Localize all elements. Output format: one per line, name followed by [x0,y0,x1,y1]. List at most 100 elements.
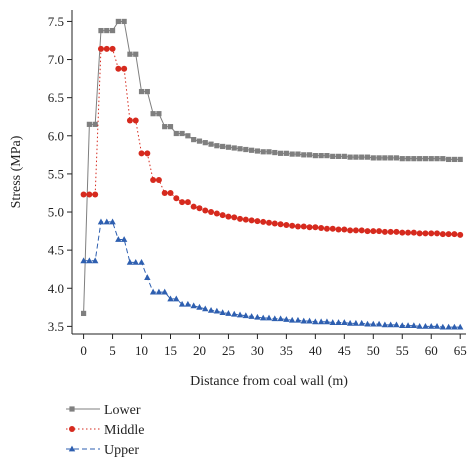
data-point-upper [115,236,122,242]
data-point-upper [149,288,157,295]
data-point-upper [410,322,418,329]
data-point-middle [132,117,139,124]
x-tick-label: 0 [80,343,87,358]
data-point-middle [381,228,388,235]
data-point-lower [202,140,208,146]
data-point-lower [376,155,382,161]
x-axis-label: Distance from coal wall (m) [190,374,348,389]
x-tick-label: 60 [425,343,438,358]
data-point-lower [411,156,417,162]
data-point-middle [219,212,226,219]
data-point-upper [86,257,93,264]
data-point-lower [324,153,330,159]
series-middle [80,45,464,238]
data-point-middle [451,231,458,238]
data-point-middle [196,205,203,212]
data-point-upper [422,322,429,329]
data-point-upper [288,316,296,323]
data-point-lower [138,88,145,95]
legend-item-lower: Lower [66,403,141,418]
data-point-middle [225,213,232,220]
data-point-upper [323,318,331,325]
data-point-upper [254,313,261,320]
data-point-lower [301,152,307,158]
data-point-lower [295,151,301,157]
data-point-lower [312,153,318,159]
series-line-lower [83,20,461,314]
data-point-upper [126,258,134,265]
data-point-lower [115,18,121,25]
data-point-lower [422,156,429,162]
series-lower [80,18,463,317]
y-tick-label: 3.5 [48,319,64,334]
data-point-upper [387,321,394,328]
series-upper [80,218,464,330]
data-point-lower [399,156,405,162]
legend-marker-upper [68,445,76,452]
data-point-middle [323,225,330,232]
data-point-middle [364,228,371,235]
data-point-middle [80,191,87,198]
data-point-upper [178,300,186,307]
data-point-upper [294,316,302,323]
data-point-middle [428,230,435,237]
legend-marker-lower [69,406,75,412]
data-point-lower [306,152,313,158]
data-point-middle [138,150,145,157]
data-point-upper [283,316,290,322]
data-point-middle [242,216,249,223]
data-point-lower [243,146,249,153]
data-point-middle [335,226,342,233]
x-tick-label: 45 [338,343,351,358]
data-point-middle [97,45,104,52]
data-point-lower [382,155,388,161]
data-point-middle [208,209,215,216]
data-point-upper [242,312,250,319]
legend-item-middle: Middle [66,423,144,438]
data-point-upper [161,288,168,295]
data-point-middle [376,228,383,235]
data-point-upper [375,320,383,327]
data-point-middle [271,220,278,227]
data-point-middle [393,228,400,235]
data-point-upper [144,274,151,280]
x-tick-label: 25 [222,343,235,358]
data-point-middle [312,224,319,231]
data-point-upper [399,322,406,329]
data-point-middle [306,224,313,231]
data-point-lower [277,150,284,156]
data-point-lower [150,111,156,117]
data-point-middle [266,219,272,226]
data-point-lower [260,149,266,155]
data-point-upper [91,257,99,264]
data-point-lower [249,147,255,153]
y-tick-label: 5.5 [48,166,64,181]
data-point-lower [80,310,87,317]
data-point-lower [335,153,342,159]
data-point-middle [109,45,116,52]
data-point-middle [318,225,325,232]
data-point-lower [440,156,446,162]
data-point-middle [370,228,377,235]
axes: 3.5 4.0 4.5 5.0 5.5 6.0 6.5 7.0 7.5 0 5 10 15 20 25 30 3… [48,10,467,358]
x-tick-label: 50 [367,343,380,358]
legend-item-upper: Upper [66,443,139,458]
data-point-lower [434,156,440,162]
y-tick-label: 7.0 [48,52,64,67]
data-point-upper [428,322,435,329]
data-point-lower [364,154,371,160]
data-point-upper [439,323,447,330]
data-point-middle [202,207,209,214]
data-point-upper [451,323,458,330]
data-point-middle [213,210,220,217]
data-point-middle [161,189,168,196]
data-point-middle [352,227,359,234]
data-point-middle [439,231,446,238]
data-point-upper [306,317,313,324]
data-point-upper [381,321,389,328]
data-point-upper [202,305,209,312]
data-point-middle [115,65,122,72]
data-point-lower [92,121,98,127]
data-point-upper [329,319,336,325]
